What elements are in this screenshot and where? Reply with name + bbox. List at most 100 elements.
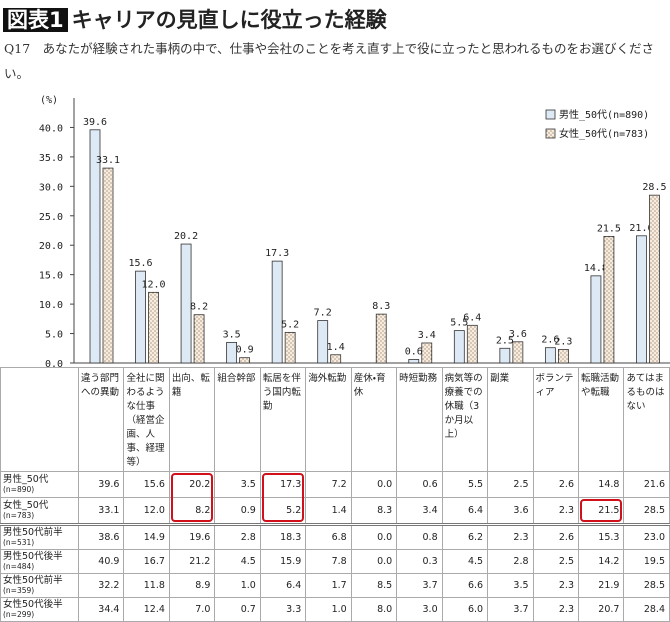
cell: 15.3: [577, 524, 625, 550]
header: 図表1 キャリアの見直しに役立った経験: [3, 4, 387, 34]
value-label: 14.8: [584, 263, 608, 274]
value-label: 33.1: [96, 155, 120, 166]
column-header: 転居を伴う国内転勤: [259, 367, 307, 472]
cell: 2.3: [532, 497, 579, 526]
cell: 8.5: [350, 573, 398, 598]
figure-label: 図表1: [3, 8, 68, 32]
cell: 21.6: [623, 471, 670, 498]
y-tick-label: 15.0: [39, 271, 63, 282]
cell: 19.6: [168, 524, 216, 550]
cell: 6.2: [441, 524, 489, 550]
value-label: 21.6: [629, 223, 653, 234]
row-label: 女性_50代 (n=783): [0, 497, 79, 526]
cell: 0.0: [350, 471, 398, 498]
bar: [603, 235, 615, 364]
question: Q17 あなたが経験された事柄の中で、仕事や会社のことを考え直す上で役に立ったと…: [4, 41, 655, 81]
bar: [193, 314, 205, 364]
cell: 8.9: [168, 573, 216, 598]
value-label: 8.2: [190, 302, 208, 313]
cell: 16.7: [123, 549, 170, 574]
row-name: 男性50代後半: [3, 550, 63, 562]
value-label: 28.5: [642, 182, 666, 193]
table-row: 男性_50代 (n=890) 39.6 15.6 20.2 3.5 17.3 7.2 0.0 0.…: [0, 471, 670, 498]
legend-label: 男性_50代(n=890): [559, 108, 649, 121]
cell: 12.0: [123, 497, 170, 526]
cell: 2.5: [487, 471, 534, 498]
value-label: 39.6: [83, 117, 107, 128]
cell: 2.3: [487, 524, 534, 550]
bar: [180, 243, 192, 364]
cell: 40.9: [77, 549, 125, 574]
bar: [330, 354, 342, 364]
cell: 21.2: [168, 549, 216, 574]
cell: 14.2: [577, 549, 625, 574]
bar: [512, 341, 524, 364]
cell: 3.5: [487, 573, 534, 598]
highlight: [580, 498, 622, 522]
cell: 3.5: [214, 471, 261, 498]
table-row: 男性50代前半 (n=531) 38.6 14.9 19.6 2.8 18.3 6.8 0.0 0…: [0, 524, 670, 550]
cell: 0.0: [350, 549, 398, 574]
cell: 18.3: [259, 524, 307, 550]
cell: 0.9: [214, 497, 261, 526]
bar: [408, 359, 420, 364]
row-n: (n=484): [3, 561, 35, 571]
cell: 2.3: [532, 573, 579, 598]
bar: [135, 270, 146, 364]
y-tick-label: 25.0: [39, 212, 63, 223]
row-n: (n=299): [3, 609, 35, 619]
y-tick-label: 35.0: [39, 153, 63, 164]
row-name: 男性_50代: [3, 473, 49, 485]
cell: 14.8: [577, 471, 625, 498]
row-label: 男性_50代 (n=890): [0, 471, 79, 498]
y-tick-label: 20.0: [39, 241, 63, 252]
cell: 28.5: [623, 497, 670, 526]
table-row: 男性50代後半 (n=484) 40.9 16.7 21.2 4.5 15.9 7.8 0.0 0…: [0, 549, 670, 574]
row-name: 女性50代前半: [3, 574, 63, 586]
title: キャリアの見直しに役立った経験: [71, 8, 387, 32]
cell: 6.6: [441, 573, 489, 598]
bar: [284, 331, 296, 364]
value-label: 3.4: [418, 330, 436, 341]
column-header: 海外転勤: [305, 367, 352, 472]
table-row: 女性_50代 (n=783) 33.1 12.0 8.2 0.9 5.2 1.4 8.3 3.4 6…: [0, 497, 670, 526]
column-header: 病気等の療養での休職（3か月以上）: [441, 367, 489, 472]
row-n: (n=783): [3, 510, 35, 520]
cell: 15.9: [259, 549, 307, 574]
y-tick-label: 5.0: [45, 330, 63, 341]
bar: [544, 347, 556, 364]
cell: 33.1: [77, 497, 125, 526]
value-label: 5.2: [281, 319, 299, 330]
cell: 4.5: [214, 549, 261, 574]
cell: 38.6: [77, 524, 125, 550]
cell: 5.5: [441, 471, 489, 498]
value-label: 3.6: [509, 329, 527, 340]
bar: [375, 313, 387, 364]
value-label: 2.6: [541, 335, 559, 346]
row-name: 男性50代前半: [3, 526, 63, 538]
table-row: 女性50代前半 (n=359) 32.2 11.8 8.9 1.0 6.4 1.7 8.5 3.7…: [0, 573, 670, 598]
y-tick-label: 0.0: [45, 359, 63, 367]
cell: 19.5: [623, 549, 670, 574]
value-label: 2.5: [496, 335, 514, 346]
cell: 0.8: [396, 524, 443, 550]
bar: [453, 330, 465, 364]
legend-swatch: [545, 109, 556, 120]
value-label: 6.4: [463, 312, 481, 323]
bar: [636, 235, 647, 364]
value-label: 20.2: [174, 231, 198, 242]
value-label: 7.2: [314, 308, 332, 319]
row-n: (n=359): [3, 585, 35, 595]
bar: [590, 275, 602, 364]
cell: 7.2: [305, 471, 352, 498]
cell: 3.7: [396, 573, 443, 598]
column-header: 出向、転籍: [168, 367, 216, 472]
cell: 4.5: [441, 549, 489, 574]
row-label: 男性50代前半 (n=531): [0, 524, 79, 550]
cell: 8.3: [350, 497, 398, 526]
row-name: 女性_50代: [3, 499, 49, 511]
cell: 2.8: [487, 549, 534, 574]
y-tick-label: 40.0: [39, 123, 63, 134]
cell: 6.4: [259, 573, 307, 598]
